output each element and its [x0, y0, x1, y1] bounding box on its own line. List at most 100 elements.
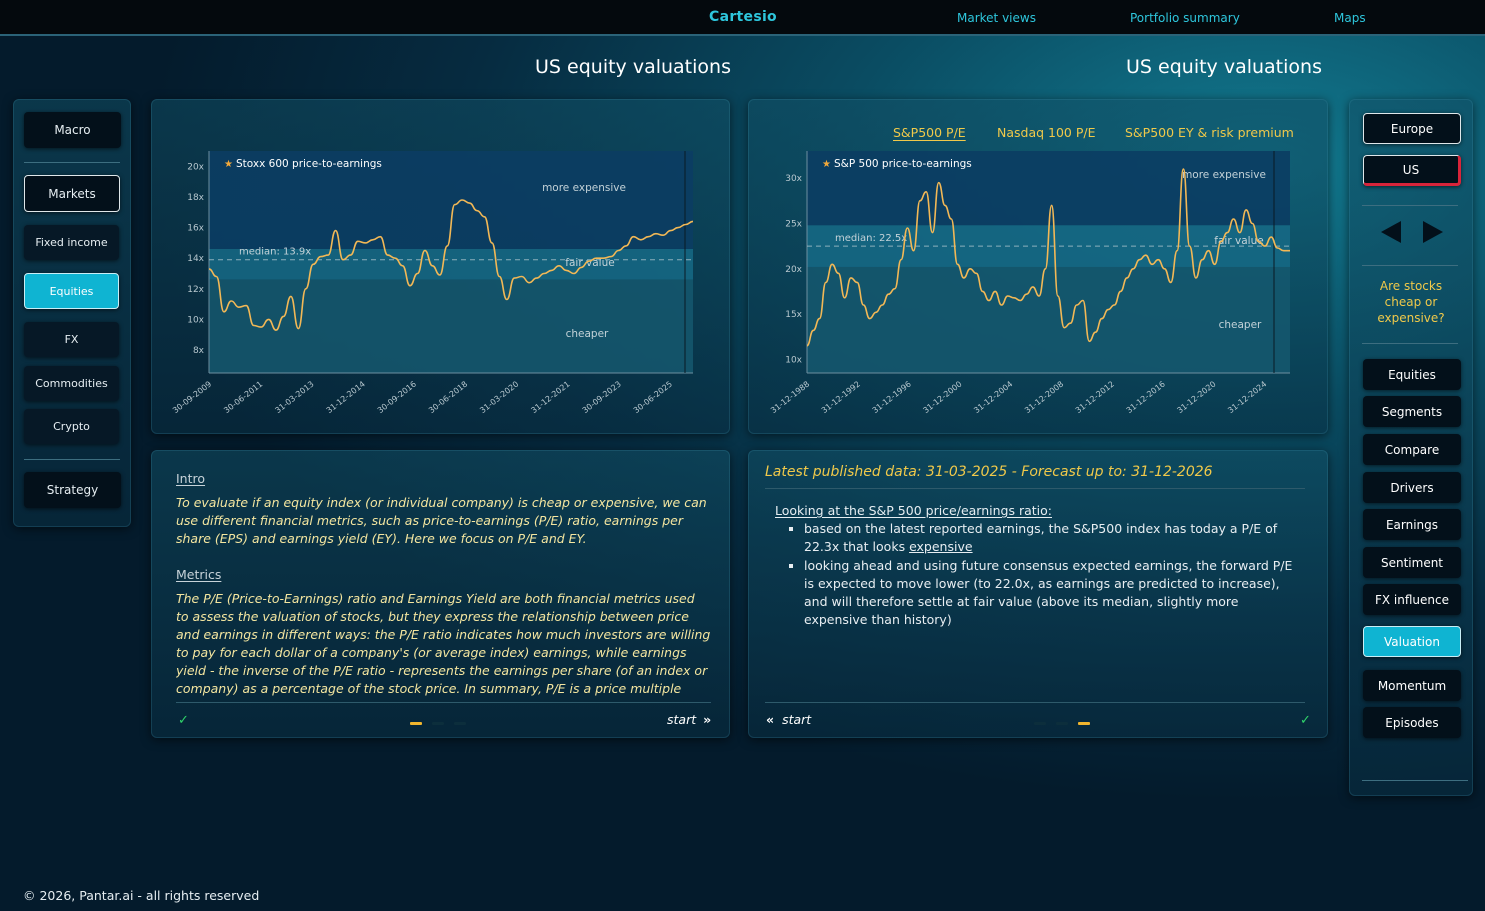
sidebar-item-equities[interactable]: Equities — [24, 273, 119, 309]
chart-title: Stoxx 600 price-to-earnings — [236, 158, 382, 170]
series-line — [208, 199, 694, 331]
sidebar-item-fixed-income[interactable]: Fixed income — [24, 225, 119, 260]
sidebar-item-fx-influence[interactable]: FX influence — [1363, 584, 1461, 615]
page-indicator[interactable] — [1034, 722, 1046, 725]
intro-heading: Intro — [176, 471, 206, 486]
data-header: Latest published data: 31-03-2025 - Fore… — [765, 464, 1213, 480]
y-tick-label: 8x — [193, 346, 205, 356]
y-tick-label: 20x — [187, 162, 204, 172]
x-tick-label: 31-12-2012 — [1074, 379, 1116, 415]
chart-panel-left: median: 13.9x 20x 18x 16x 14x 12x 10x 8x 30-09-2… — [151, 99, 730, 434]
double-chevron-left-icon: « — [766, 712, 775, 727]
x-tick-label: 30-09-2009 — [171, 379, 213, 415]
x-tick-label: 31-12-1996 — [871, 379, 913, 415]
sidebar-item-segments[interactable]: Segments — [1363, 396, 1461, 427]
x-tick-label: 31-12-2024 — [1226, 379, 1268, 415]
x-tick-label: 31-12-1992 — [820, 379, 862, 415]
expensive-zone — [807, 151, 1290, 226]
sidebar-item-drivers[interactable]: Drivers — [1363, 472, 1461, 503]
y-tick-label: 20x — [785, 265, 802, 275]
series-line — [806, 168, 1290, 347]
region-us-button[interactable]: US — [1363, 155, 1461, 186]
zone-label: cheaper — [566, 328, 609, 340]
left-sidebar: Macro Markets Fixed income Equities FX C… — [13, 99, 131, 527]
analysis-heading: Looking at the S&P 500 price/earnings ra… — [775, 503, 1052, 518]
zone-label: fair value — [1214, 235, 1263, 247]
region-europe-button[interactable]: Europe — [1363, 113, 1461, 144]
top-bar: Cartesio Market views Portfolio summary … — [0, 0, 1485, 36]
question-text: Are stocks cheap or expensive? — [1377, 279, 1445, 325]
y-tick-label: 15x — [785, 310, 802, 320]
sidebar-item-equities[interactable]: Equities — [1363, 359, 1461, 390]
x-tick-label: 31-12-2004 — [972, 379, 1014, 415]
nav-portfolio-summary[interactable]: Portfolio summary — [1130, 11, 1240, 25]
sidebar-item-markets[interactable]: Markets — [24, 175, 120, 212]
sidebar-item-momentum[interactable]: Momentum — [1363, 670, 1461, 701]
star-icon: ★ — [224, 159, 233, 170]
cheaper-zone — [209, 279, 693, 373]
tab-sp500-ey-risk-premium[interactable]: S&P500 EY & risk premium — [1125, 125, 1294, 140]
analysis-panel: Latest published data: 31-03-2025 - Fore… — [748, 450, 1328, 738]
sidebar-item-episodes[interactable]: Episodes — [1363, 707, 1461, 738]
x-tick-label: 31-12-2016 — [1125, 379, 1167, 415]
x-tick-label: 31-12-1988 — [769, 379, 811, 415]
sidebar-item-compare[interactable]: Compare — [1363, 434, 1461, 465]
brand-logo[interactable]: Cartesio — [709, 9, 777, 25]
page-title-left: US equity valuations — [535, 56, 731, 78]
pe-chart-stoxx600[interactable]: median: 13.9x 20x 18x 16x 14x 12x 10x 8x 30-09-2… — [151, 99, 730, 434]
x-tick-label: 31-12-2021 — [529, 379, 571, 415]
x-tick-label: 31-12-2000 — [921, 379, 963, 415]
tab-nasdaq100-pe[interactable]: Nasdaq 100 P/E — [997, 125, 1096, 140]
sidebar-divider — [24, 459, 120, 460]
panel-divider — [765, 488, 1305, 489]
sidebar-item-sentiment[interactable]: Sentiment — [1363, 547, 1461, 578]
nav-maps[interactable]: Maps — [1334, 11, 1366, 25]
analysis-bullets: based on the latest reported earnings, t… — [804, 520, 1295, 629]
footer-copyright: © 2026, Pantar.ai - all rights reserved — [23, 888, 260, 903]
bullet-text: based on the latest reported earnings, t… — [804, 521, 1278, 554]
x-tick-label: 31-12-2008 — [1023, 379, 1065, 415]
start-button[interactable]: start » — [667, 712, 711, 727]
triangle-left-icon[interactable] — [1381, 221, 1401, 243]
sidebar-divider — [24, 162, 120, 163]
sidebar-divider — [1362, 780, 1468, 781]
panel-divider — [765, 702, 1305, 703]
star-icon: ★ — [822, 159, 831, 170]
check-icon: ✓ — [178, 713, 189, 728]
y-tick-label: 12x — [187, 285, 204, 295]
tab-sp500-pe[interactable]: S&P500 P/E — [893, 125, 966, 140]
metrics-text: The P/E (Price-to-Earnings) ratio and Ea… — [176, 591, 711, 696]
zone-label: more expensive — [1182, 169, 1266, 181]
x-tick-label: 30-09-2023 — [581, 379, 623, 415]
zone-label: cheaper — [1219, 319, 1262, 331]
x-tick-label: 30-06-2018 — [427, 379, 469, 415]
sidebar-item-fx[interactable]: FX — [24, 322, 119, 357]
list-item: based on the latest reported earnings, t… — [804, 520, 1295, 556]
sidebar-item-commodities[interactable]: Commodities — [24, 366, 119, 401]
nav-market-views[interactable]: Market views — [957, 11, 1036, 25]
page-indicator[interactable] — [1056, 722, 1068, 725]
x-tick-label: 30-09-2016 — [376, 379, 418, 415]
page-indicator-active[interactable] — [1078, 722, 1090, 725]
intro-scroll-area[interactable]: Intro To evaluate if an equity index (or… — [176, 471, 711, 697]
y-tick-label: 10x — [187, 315, 204, 325]
sidebar-item-strategy[interactable]: Strategy — [24, 472, 121, 508]
expensive-link[interactable]: expensive — [909, 539, 973, 554]
start-label: start — [782, 712, 812, 727]
intro-text: To evaluate if an equity index (or indiv… — [176, 495, 707, 546]
back-to-start-button[interactable]: « start — [766, 712, 811, 727]
double-chevron-right-icon: » — [703, 712, 712, 727]
triangle-right-icon[interactable] — [1423, 221, 1443, 243]
sidebar-divider — [1362, 265, 1458, 266]
sidebar-divider — [1362, 343, 1458, 344]
page-indicator[interactable] — [432, 722, 444, 725]
page-indicator[interactable] — [454, 722, 466, 725]
page-title-right: US equity valuations — [1126, 56, 1322, 78]
sidebar-item-macro[interactable]: Macro — [24, 112, 121, 148]
sidebar-item-earnings[interactable]: Earnings — [1363, 509, 1461, 540]
sidebar-item-crypto[interactable]: Crypto — [24, 409, 119, 444]
sidebar-item-valuation[interactable]: Valuation — [1363, 626, 1461, 657]
page-indicator-active[interactable] — [410, 722, 422, 725]
x-tick-label: 30-06-2025 — [632, 379, 674, 415]
